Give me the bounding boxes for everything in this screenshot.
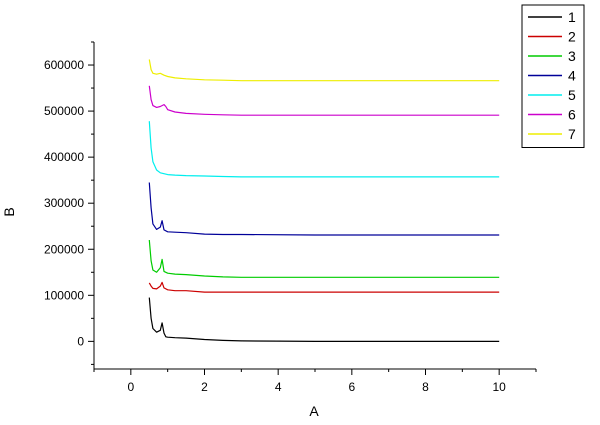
- y-tick-label: 400000: [44, 150, 84, 164]
- y-tick-label: 300000: [44, 196, 84, 210]
- legend: 1 2 3 4 5 6 7: [521, 4, 585, 148]
- legend-label-6: 6: [568, 107, 576, 123]
- series-line-4: [148, 182, 500, 236]
- legend-label-1: 1: [568, 9, 576, 25]
- series-line-2: [148, 281, 500, 293]
- x-tick-label: 6: [348, 380, 355, 394]
- series-line-1: [148, 297, 500, 342]
- x-tick-label: 0: [127, 380, 134, 394]
- series-line-6: [148, 85, 500, 116]
- x-tick-label: 4: [275, 380, 282, 394]
- y-tick-label: 500000: [44, 104, 84, 118]
- x-tick-label: 8: [422, 380, 429, 394]
- legend-label-4: 4: [568, 68, 576, 84]
- series-line-3: [148, 239, 500, 278]
- x-tick-label: 2: [201, 380, 208, 394]
- x-axis-label: A: [309, 403, 319, 419]
- y-tick-label: 200000: [44, 242, 84, 256]
- series-line-5: [148, 121, 500, 178]
- legend-label-5: 5: [568, 87, 576, 103]
- legend-label-2: 2: [568, 29, 576, 45]
- y-axis: 0 100000 200000 300000 400000 500000 600000: [44, 41, 95, 369]
- x-axis: 0 2 4 6 8 10: [93, 368, 537, 394]
- series-line-7: [148, 59, 500, 82]
- plot-area: [148, 59, 500, 342]
- y-axis-label: B: [1, 207, 17, 216]
- legend-label-3: 3: [568, 48, 576, 64]
- y-tick-label: 100000: [44, 288, 84, 302]
- legend-label-7: 7: [568, 126, 576, 142]
- y-tick-label: 600000: [44, 58, 84, 72]
- y-tick-label: 0: [77, 334, 84, 348]
- x-tick-label: 10: [492, 380, 506, 394]
